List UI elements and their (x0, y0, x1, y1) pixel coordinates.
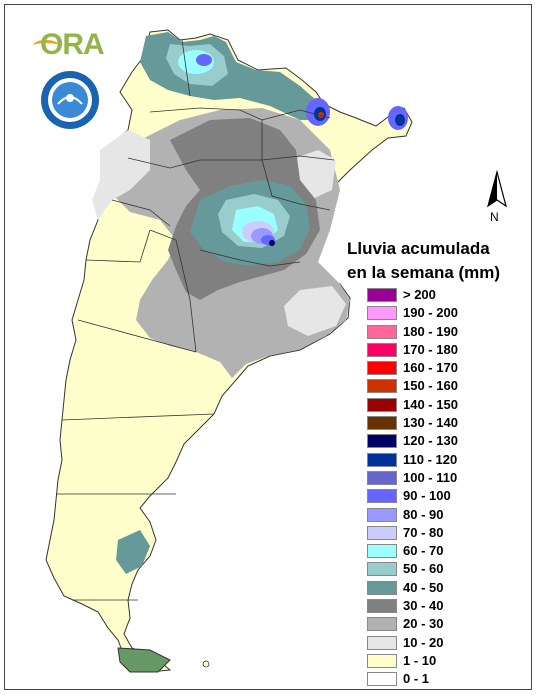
legend-swatch (367, 416, 397, 431)
legend-label: 180 - 190 (403, 323, 458, 339)
legend-label: 150 - 160 (403, 378, 458, 394)
ora-logo-swoosh (33, 40, 59, 51)
legend-swatch (367, 617, 397, 632)
legend-swatch (367, 324, 397, 339)
legend-swatch (367, 525, 397, 540)
legend-label: 160 - 170 (403, 360, 458, 376)
legend-label: 70 - 80 (403, 524, 444, 540)
north-arrow-icon (487, 170, 507, 208)
legend-swatch (367, 342, 397, 357)
legend-label: 60 - 70 (403, 543, 444, 559)
legend-swatch (367, 562, 397, 577)
legend-swatch (367, 452, 397, 467)
legend-swatch (367, 306, 397, 321)
north-label: N (490, 210, 499, 224)
malvinas-dot (202, 660, 210, 668)
legend-swatch (367, 434, 397, 449)
legend-swatch (367, 361, 397, 376)
legend-swatch (367, 599, 397, 614)
legend-swatch (367, 470, 397, 485)
legend-label: 1 - 10 (403, 652, 437, 668)
legend-swatch (367, 397, 397, 412)
legend-label: 80 - 90 (403, 506, 444, 522)
legend-swatch (367, 580, 397, 595)
zone-10-20-bsas (284, 286, 346, 336)
legend-title-line1: Lluvia acumulada (347, 239, 490, 258)
legend-swatch (367, 635, 397, 650)
zone-10-20-west (92, 130, 150, 220)
legend-swatch (367, 653, 397, 668)
legend-swatch (367, 288, 397, 302)
legend-swatch (367, 544, 397, 559)
legend-title-line2: en la semana (mm) (347, 263, 501, 282)
legend-title: Lluvia acumulada en la semana (mm) (347, 237, 500, 285)
legend-label: 170 - 180 (403, 341, 458, 357)
legend-label: > 200 (403, 287, 436, 302)
zone-misiones-120 (395, 114, 405, 126)
legend-label: 10 - 20 (403, 634, 444, 650)
zone-120-130 (269, 240, 275, 246)
province-borders (56, 39, 335, 601)
legend-label: 120 - 130 (403, 433, 458, 449)
legend-label: 40 - 50 (403, 579, 444, 595)
zone-40-50-south (116, 530, 150, 574)
ora-logo: ORA (40, 28, 105, 61)
legend-label: 50 - 60 (403, 561, 444, 577)
legend-label: 30 - 40 (403, 598, 444, 614)
legend-label: 110 - 120 (403, 451, 458, 467)
legend-swatch (367, 672, 397, 687)
legend-label: 130 - 140 (403, 415, 458, 431)
tierra-del-fuego (117, 647, 171, 673)
zone-90-100-west (196, 54, 212, 66)
legend-swatch (367, 489, 397, 504)
legend-label: 140 - 150 (403, 396, 458, 412)
legend-label: 0 - 1 (403, 671, 430, 687)
legend-label: 100 - 110 (403, 469, 458, 485)
legend-label: 190 - 200 (403, 305, 458, 321)
zone-ne-160 (318, 112, 324, 118)
smn-seal-icon (41, 71, 99, 129)
legend-swatch (367, 507, 397, 522)
legend-swatch (367, 379, 397, 394)
legend-label: 90 - 100 (403, 488, 451, 504)
legend-label: 20 - 30 (403, 616, 444, 632)
